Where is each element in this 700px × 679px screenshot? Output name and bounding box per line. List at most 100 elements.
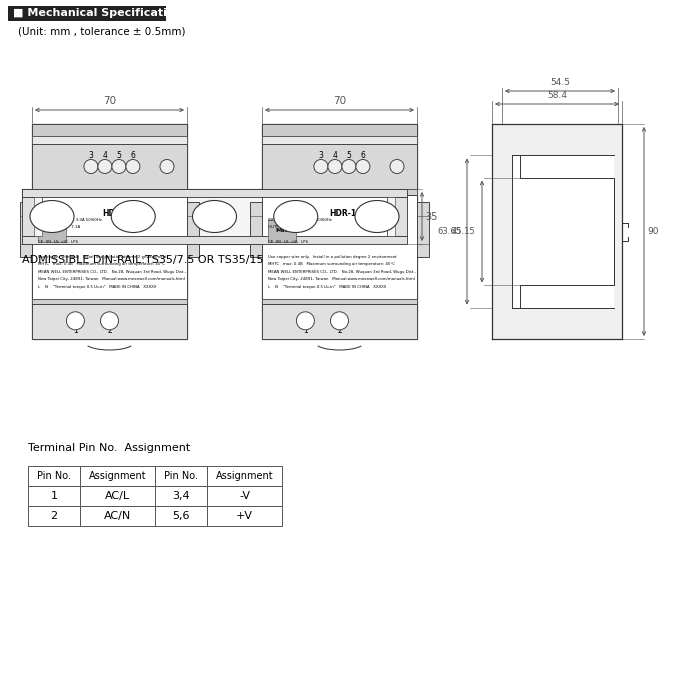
Text: Assignment: Assignment xyxy=(89,471,146,481)
Ellipse shape xyxy=(355,200,399,232)
Bar xyxy=(387,197,395,236)
Text: 3,4: 3,4 xyxy=(172,491,190,501)
Bar xyxy=(32,124,187,339)
Text: 63.65: 63.65 xyxy=(437,227,461,236)
Circle shape xyxy=(160,160,174,174)
Text: 4: 4 xyxy=(332,151,337,160)
Text: CE  (R)  UL  cUL  LPS: CE (R) UL cUL LPS xyxy=(268,240,308,244)
Bar xyxy=(34,197,42,236)
Bar xyxy=(250,202,262,257)
Bar xyxy=(22,236,407,244)
Bar xyxy=(28,506,80,526)
Text: 5,6: 5,6 xyxy=(172,511,190,521)
Bar xyxy=(262,144,417,189)
Bar xyxy=(492,124,622,339)
Text: 2: 2 xyxy=(337,326,342,335)
Text: OUTPUT: 12V      7.1A: OUTPUT: 12V 7.1A xyxy=(38,225,80,230)
Bar xyxy=(80,506,155,526)
Text: ■ Mechanical Specification: ■ Mechanical Specification xyxy=(13,9,183,18)
Bar xyxy=(32,189,187,195)
Bar xyxy=(155,506,207,526)
Bar xyxy=(512,155,614,308)
Bar xyxy=(207,466,282,486)
Circle shape xyxy=(390,160,404,174)
Text: 4: 4 xyxy=(102,151,107,160)
Text: INPUT:100-240VAC 3.0A 50/60Hz: INPUT:100-240VAC 3.0A 50/60Hz xyxy=(268,218,332,222)
Text: MEAN WELL ENTERPRISES CO., LTD.   No.28, Wuquan 3rd Road, Wugu Dist.,: MEAN WELL ENTERPRISES CO., LTD. No.28, W… xyxy=(38,270,186,274)
Circle shape xyxy=(84,160,98,174)
Bar xyxy=(187,202,199,257)
Bar xyxy=(32,144,187,189)
Bar xyxy=(155,466,207,486)
Text: 6: 6 xyxy=(130,151,135,160)
Bar xyxy=(262,304,417,339)
Text: New Taipei City, 24891, Taiwan   Manual:www.meanwell.com/manuals.html: New Taipei City, 24891, Taiwan Manual:ww… xyxy=(268,277,415,281)
Circle shape xyxy=(328,160,342,174)
Circle shape xyxy=(66,312,85,330)
Text: 70: 70 xyxy=(103,96,116,106)
Bar xyxy=(8,6,166,21)
Text: 90: 90 xyxy=(647,227,659,236)
Ellipse shape xyxy=(111,200,155,232)
Text: 35: 35 xyxy=(425,211,438,221)
Text: New Taipei City, 24891, Taiwan   Manual:www.meanwell.com/manuals.html: New Taipei City, 24891, Taiwan Manual:ww… xyxy=(38,277,185,281)
Text: 3: 3 xyxy=(88,151,93,160)
Circle shape xyxy=(356,160,370,174)
Bar xyxy=(32,136,187,144)
Bar xyxy=(80,486,155,506)
Circle shape xyxy=(330,312,349,330)
Bar xyxy=(32,195,187,299)
Text: MHTC   max: 0.4B   Maximum surrounding air temperature: 45°C: MHTC max: 0.4B Maximum surrounding air t… xyxy=(268,263,395,266)
Bar xyxy=(207,486,282,506)
Bar xyxy=(22,197,42,236)
Text: MEAN WELL ENTERPRISES CO., LTD.   No.28, Wuquan 3rd Road, Wugu Dist.,: MEAN WELL ENTERPRISES CO., LTD. No.28, W… xyxy=(268,270,416,274)
Bar xyxy=(155,486,207,506)
Bar xyxy=(22,189,407,197)
Text: OUTPUT: 12V      7.1A: OUTPUT: 12V 7.1A xyxy=(268,225,310,230)
Bar xyxy=(38,220,66,242)
Text: Pin No.: Pin No. xyxy=(164,471,198,481)
Bar xyxy=(28,466,80,486)
Text: ADMISSIBLE DIN-RAIL:TS35/7.5 OR TS35/15: ADMISSIBLE DIN-RAIL:TS35/7.5 OR TS35/15 xyxy=(22,255,263,265)
Text: HDR-100-12H: HDR-100-12H xyxy=(329,209,387,218)
Text: 5: 5 xyxy=(346,151,351,160)
Bar xyxy=(32,299,187,304)
Text: MW: MW xyxy=(275,228,288,234)
Text: 2: 2 xyxy=(107,326,112,335)
Bar xyxy=(32,304,187,339)
Circle shape xyxy=(98,160,112,174)
Text: Use copper wire only   Install in a pollution degree 2 environment: Use copper wire only Install in a pollut… xyxy=(268,255,397,259)
Text: CE  (R)  UL  cUL  LPS: CE (R) UL cUL LPS xyxy=(38,240,78,244)
Text: Assignment: Assignment xyxy=(216,471,273,481)
Bar xyxy=(387,197,407,236)
Bar xyxy=(80,466,155,486)
Text: 58.4: 58.4 xyxy=(547,91,567,100)
Text: (Unit: mm , tolerance ± 0.5mm): (Unit: mm , tolerance ± 0.5mm) xyxy=(18,27,186,37)
Text: MW: MW xyxy=(46,228,59,234)
Text: 1: 1 xyxy=(73,326,78,335)
Bar xyxy=(268,220,296,242)
Circle shape xyxy=(296,312,314,330)
Bar xyxy=(262,299,417,304)
Bar xyxy=(207,506,282,526)
Text: Terminal Pin No.  Assignment: Terminal Pin No. Assignment xyxy=(28,443,190,453)
Bar xyxy=(28,486,80,506)
Text: 5: 5 xyxy=(116,151,121,160)
Circle shape xyxy=(314,160,328,174)
Text: Pin No.: Pin No. xyxy=(37,471,71,481)
Text: 1: 1 xyxy=(303,326,308,335)
Text: L    N    "Terminal torque 0.5 Lb-in"   MADE IN CHINA   XXXXX: L N "Terminal torque 0.5 Lb-in" MADE IN … xyxy=(38,285,156,289)
Bar xyxy=(22,189,407,244)
Ellipse shape xyxy=(274,200,318,232)
Text: MHTC   max: 0.4B   Maximum surrounding air temperature: 45°C: MHTC max: 0.4B Maximum surrounding air t… xyxy=(38,263,165,266)
Text: Use copper wire only   Install in a pollution degree 2 environment: Use copper wire only Install in a pollut… xyxy=(38,255,167,259)
Ellipse shape xyxy=(193,200,237,232)
Text: AC/N: AC/N xyxy=(104,511,131,521)
Bar xyxy=(32,124,187,136)
Text: 54.5: 54.5 xyxy=(550,78,570,87)
Bar xyxy=(262,124,417,339)
Bar xyxy=(262,124,417,136)
Text: HDR-100-12: HDR-100-12 xyxy=(102,209,154,218)
Bar xyxy=(262,189,417,195)
Circle shape xyxy=(101,312,118,330)
